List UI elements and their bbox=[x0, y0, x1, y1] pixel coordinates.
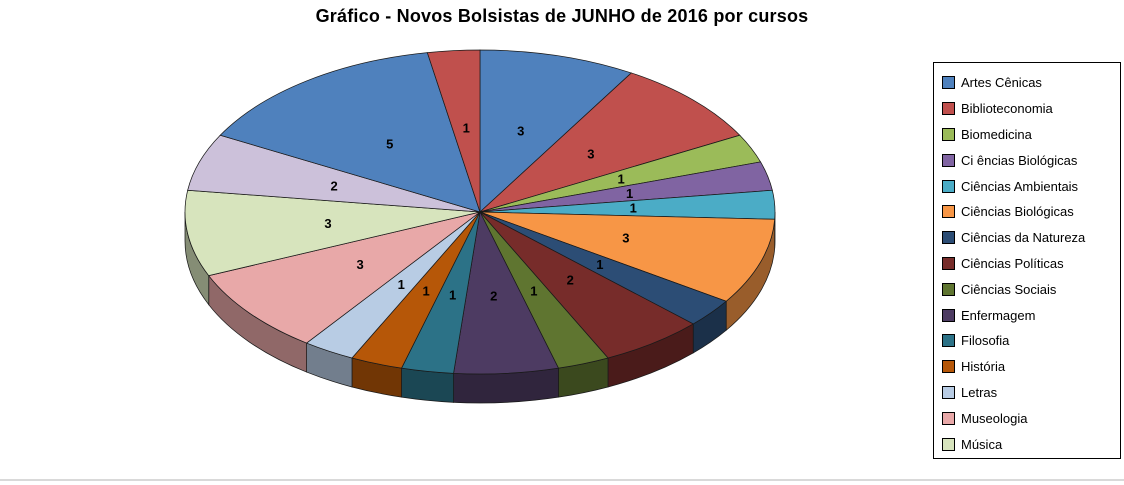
legend-item: Ciências Políticas bbox=[942, 251, 1116, 277]
legend-color-swatch bbox=[942, 437, 955, 451]
legend-item: Ciências Sociais bbox=[942, 276, 1116, 302]
legend-label: História bbox=[961, 359, 1006, 375]
legend-label: Museologia bbox=[961, 410, 1028, 426]
data-label: 2 bbox=[330, 179, 337, 194]
legend-label: Filosofia bbox=[961, 333, 1010, 349]
legend-label: Ciências Políticas bbox=[961, 255, 1064, 271]
legend-color-swatch bbox=[942, 282, 955, 296]
legend-item: Artes Cênicas bbox=[942, 70, 1116, 96]
legend-label: Artes Cênicas bbox=[961, 75, 1042, 91]
legend-label: Ci ências Biológicas bbox=[961, 152, 1078, 168]
data-label: 3 bbox=[324, 216, 331, 231]
legend-item: Música bbox=[942, 431, 1116, 457]
data-label: 1 bbox=[630, 201, 637, 216]
legend-label: Enfermagem bbox=[961, 307, 1036, 323]
data-label: 1 bbox=[596, 257, 603, 272]
legend-item: Ciências Biológicas bbox=[942, 199, 1116, 225]
pie-slice bbox=[426, 49, 481, 213]
data-label: 1 bbox=[617, 171, 624, 186]
pie-slice bbox=[479, 72, 741, 213]
legend-color-swatch bbox=[942, 334, 955, 348]
pie-slice bbox=[208, 211, 481, 344]
legend-item: Ciências da Natureza bbox=[942, 225, 1116, 251]
data-label: 1 bbox=[626, 186, 633, 201]
legend-label: Música bbox=[961, 436, 1003, 452]
legend-color-swatch bbox=[942, 179, 955, 193]
data-label: 2 bbox=[490, 288, 497, 303]
legend-color-swatch bbox=[942, 360, 955, 374]
legend-item: História bbox=[942, 354, 1116, 380]
legend-item: Filosofia bbox=[942, 328, 1116, 354]
data-label: 1 bbox=[530, 283, 537, 298]
legend-item: Ciências Ambientais bbox=[942, 173, 1116, 199]
legend-color-swatch bbox=[942, 385, 955, 399]
data-label: 1 bbox=[463, 121, 470, 136]
legend-color-swatch bbox=[942, 411, 955, 425]
legend-label: Biblioteconomia bbox=[961, 101, 1053, 117]
legend-item: Museologia bbox=[942, 405, 1116, 431]
legend-label: Letras bbox=[961, 384, 998, 400]
legend-label: Ciências da Natureza bbox=[961, 230, 1086, 246]
legend-color-swatch bbox=[942, 76, 955, 90]
legend-color-swatch bbox=[942, 205, 955, 219]
legend-color-swatch bbox=[942, 256, 955, 270]
legend-item: Biomedicina bbox=[942, 122, 1116, 148]
data-label: 1 bbox=[398, 277, 405, 292]
pie-slice bbox=[219, 52, 481, 213]
data-label: 1 bbox=[449, 287, 456, 302]
legend-label: Ciências Sociais bbox=[961, 281, 1057, 297]
data-label: 1 bbox=[422, 283, 429, 298]
data-label: 3 bbox=[622, 231, 629, 246]
data-label: 3 bbox=[356, 257, 363, 272]
legend-color-swatch bbox=[942, 153, 955, 167]
pie-slice bbox=[479, 49, 633, 213]
legend-color-swatch bbox=[942, 231, 955, 245]
legend-items: Artes Cênicas Biblioteconomia Biomedicina C… bbox=[942, 70, 1116, 457]
chart-title: Gráfico - Novos Bolsistas de JUNHO de 20… bbox=[315, 6, 809, 26]
legend-label: Biomedicina bbox=[961, 126, 1032, 142]
chart-legend: Artes Cênicas Biblioteconomia Biomedicina C… bbox=[933, 62, 1121, 459]
legend-item: Ci ências Biológicas bbox=[942, 147, 1116, 173]
legend-item: Biblioteconomia bbox=[942, 96, 1116, 122]
legend-color-swatch bbox=[942, 127, 955, 141]
data-label: 3 bbox=[517, 123, 524, 138]
legend-color-swatch bbox=[942, 102, 955, 116]
legend-item: Enfermagem bbox=[942, 302, 1116, 328]
data-label: 2 bbox=[567, 273, 574, 288]
legend-label: Ciências Biológicas bbox=[961, 204, 1074, 220]
pie-slice bbox=[479, 211, 776, 302]
bottom-divider bbox=[0, 479, 1124, 481]
pie-slice bbox=[184, 189, 481, 277]
legend-color-swatch bbox=[942, 308, 955, 322]
legend-label: Ciências Ambientais bbox=[961, 178, 1079, 194]
data-label: 3 bbox=[587, 146, 594, 161]
pie-slice-side bbox=[401, 367, 454, 403]
data-label: 5 bbox=[386, 136, 393, 151]
legend-item: Letras bbox=[942, 380, 1116, 406]
